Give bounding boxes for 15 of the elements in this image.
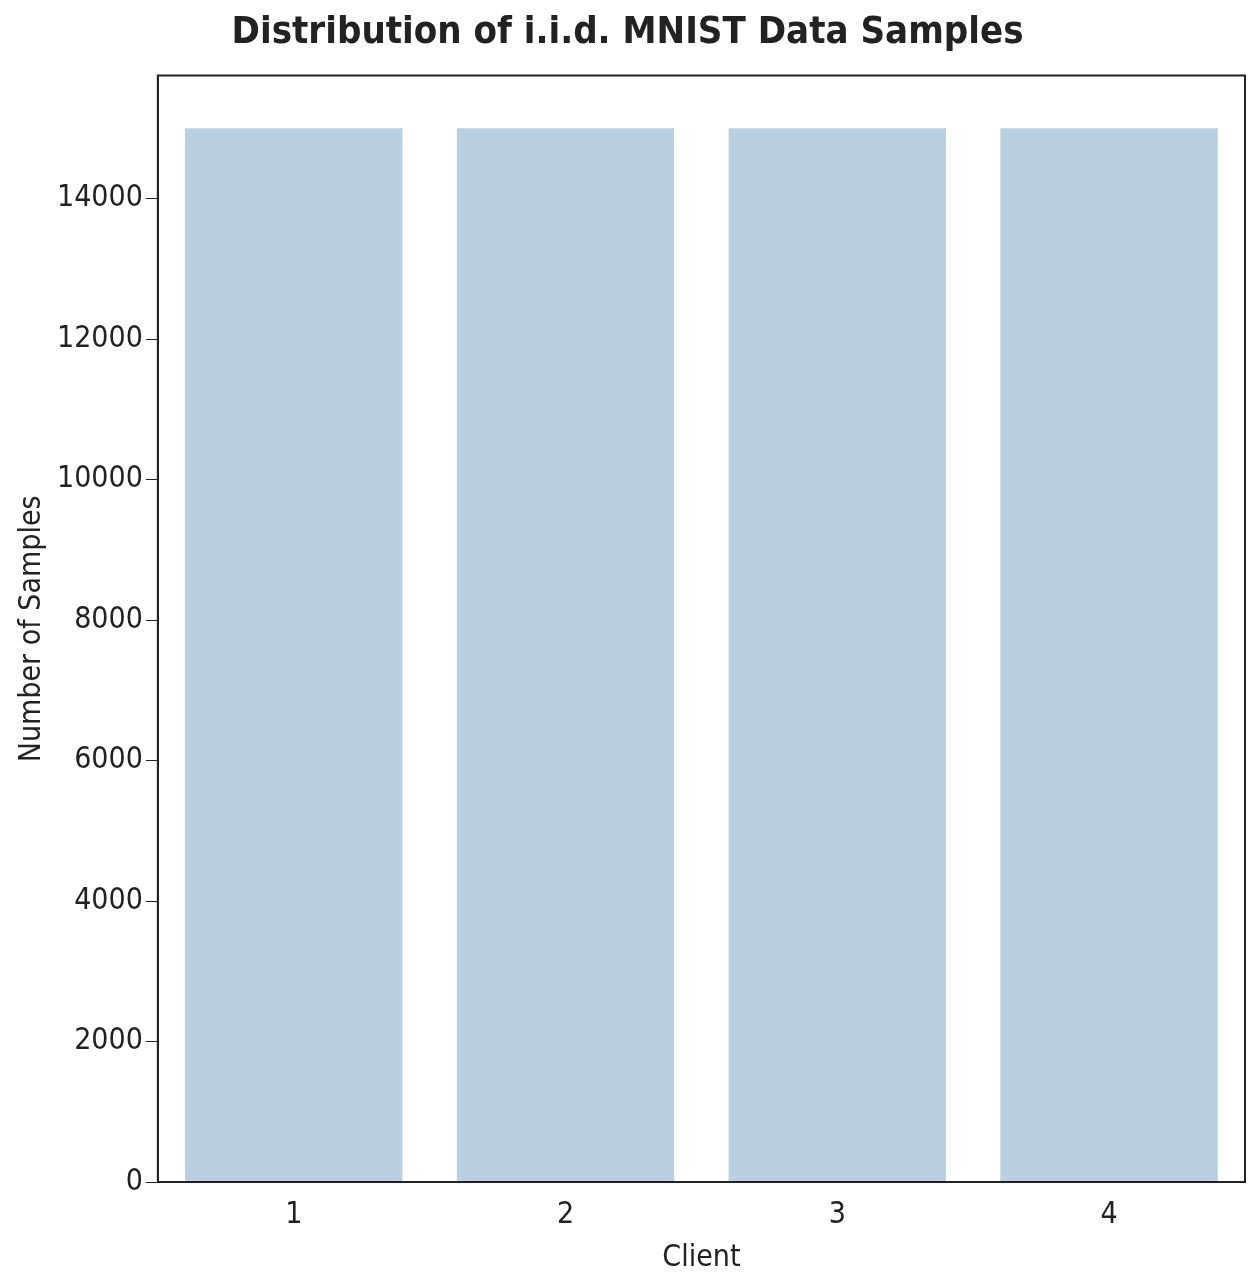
y-tick-label: 2000 (74, 1021, 143, 1057)
x-axis-title: Client (662, 1237, 741, 1273)
y-tick-label: 14000 (57, 178, 143, 214)
y-tick-label: 10000 (57, 459, 143, 495)
x-tick-label: 4 (1100, 1194, 1118, 1230)
chart-title: Distribution of i.i.d. MNIST Data Samples (231, 7, 1024, 52)
x-tick-label: 1 (285, 1194, 303, 1230)
x-tick-label: 2 (556, 1194, 575, 1230)
y-tick-label: 6000 (74, 740, 143, 776)
y-tick-label: 4000 (74, 880, 143, 916)
y-tick-label: 0 (125, 1161, 143, 1197)
y-axis-title: Number of Samples (11, 495, 47, 763)
y-tick-label: 8000 (74, 599, 143, 635)
x-tick-label: 3 (828, 1194, 846, 1230)
y-tick-label: 12000 (57, 318, 143, 354)
